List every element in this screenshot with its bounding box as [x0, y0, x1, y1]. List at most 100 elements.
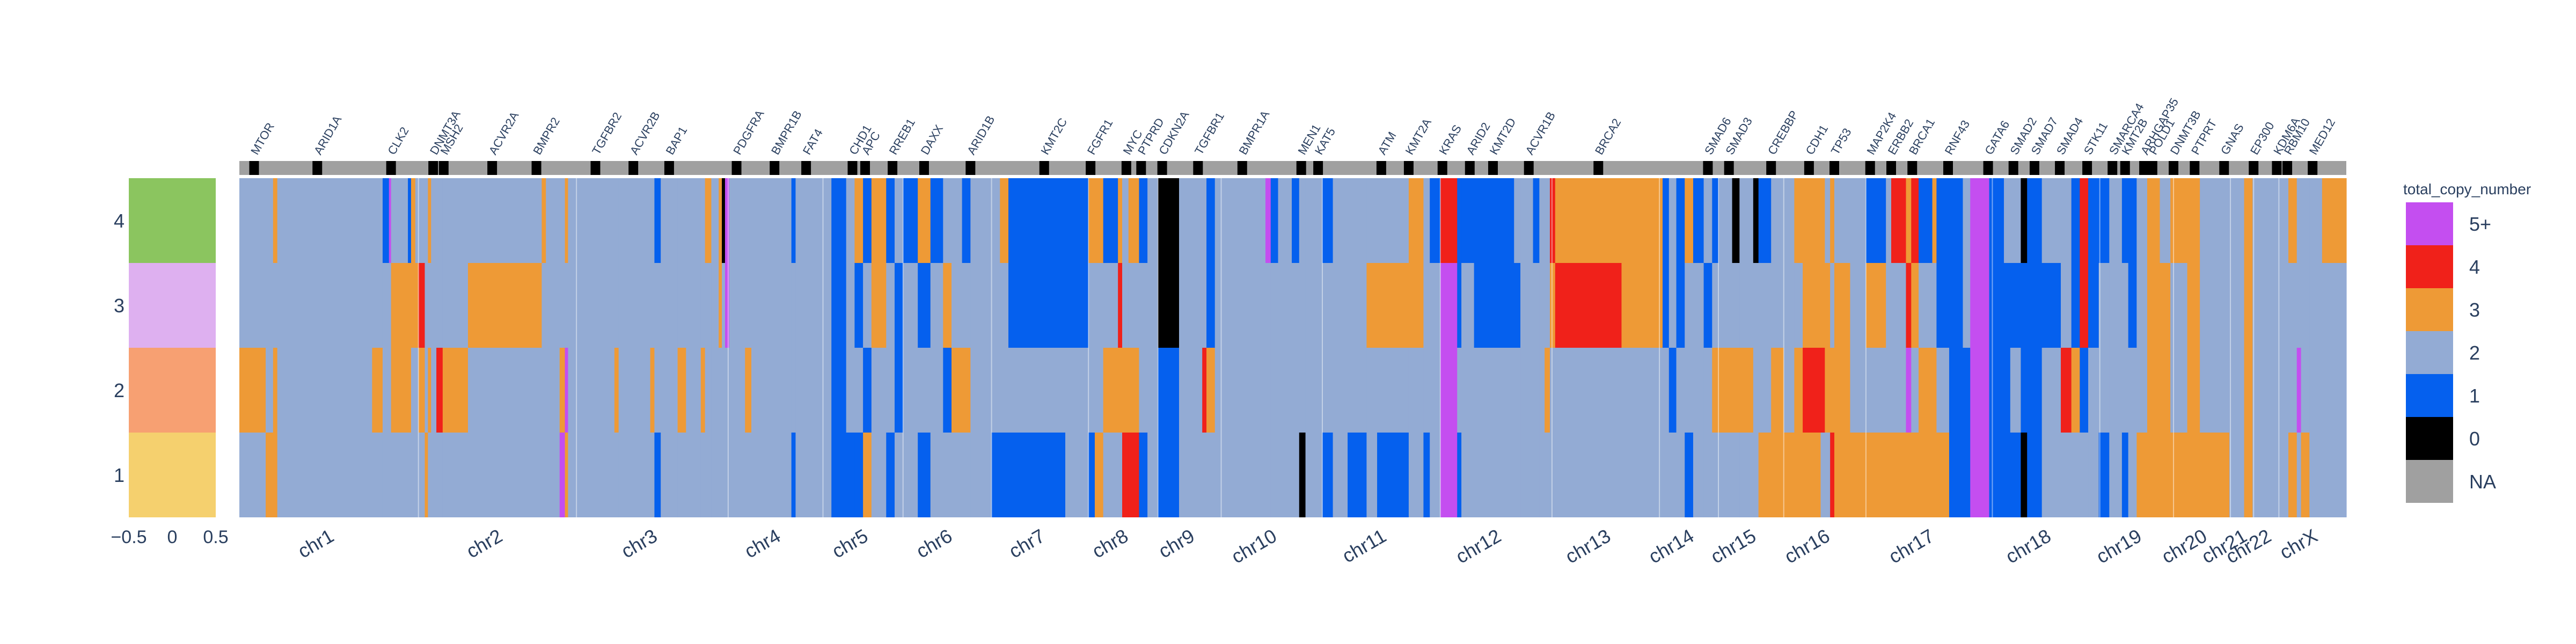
heatmap-cell — [1970, 178, 1990, 263]
heatmap-cell — [1474, 178, 1498, 263]
gene-track-mark — [1703, 161, 1713, 175]
heatmap-cell — [1970, 348, 1990, 433]
gene-label: PDGFRA — [730, 107, 767, 157]
heatmap-cell — [1474, 263, 1498, 348]
heatmap-cell — [1906, 433, 1912, 517]
heatmap-cell — [1850, 263, 1867, 348]
heatmap-cell — [951, 263, 963, 348]
heatmap-cell — [1139, 433, 1148, 517]
heatmap-cell — [1911, 433, 1919, 517]
sample-label: 3 — [114, 295, 125, 317]
heatmap-cell — [2160, 348, 2171, 433]
heatmap-cell — [408, 433, 412, 517]
heatmap-cell — [886, 263, 895, 348]
heatmap-cell — [2121, 263, 2129, 348]
heatmap-cell — [962, 263, 971, 348]
heatmap-cell — [2170, 433, 2188, 517]
gene-track-mark — [731, 161, 742, 175]
heatmap-cell — [2136, 348, 2148, 433]
heatmap-cell — [724, 433, 730, 517]
heatmap-cell — [854, 178, 863, 263]
heatmap-cell — [2128, 263, 2137, 348]
heatmap-cell — [541, 178, 546, 263]
heatmap-cell — [2061, 348, 2072, 433]
chromosome-label: chr2 — [463, 524, 506, 562]
heatmap-cell — [1820, 178, 1825, 263]
heatmap-cell — [1147, 348, 1159, 433]
heatmap-cell — [614, 263, 619, 348]
heatmap-cell — [2027, 263, 2043, 348]
gene-track-mark — [1437, 161, 1447, 175]
heatmap-cell — [1936, 263, 1950, 348]
heatmap-cell — [1703, 348, 1713, 433]
chromosome-label: chr6 — [912, 524, 956, 562]
heatmap-cell — [1366, 263, 1378, 348]
heatmap-cell — [1221, 178, 1266, 263]
heatmap-cell — [576, 263, 615, 348]
heatmap-cell — [1533, 433, 1540, 517]
heatmap-cell — [700, 433, 706, 517]
heatmap-cell — [1545, 348, 1550, 433]
heatmap-cell — [1850, 348, 1867, 433]
heatmap-cell — [2160, 178, 2171, 263]
gene-track-mark — [249, 161, 259, 175]
gene-track-mark — [1865, 161, 1875, 175]
heatmap-cell — [1305, 348, 1323, 433]
heatmap-cell — [1377, 348, 1409, 433]
gene-label: ACVR1B — [1523, 109, 1558, 157]
gene-track-mark — [2272, 161, 2282, 175]
heatmap-cell — [1103, 178, 1118, 263]
heatmap-cell — [2136, 178, 2148, 263]
heatmap-cell — [541, 433, 546, 517]
gene-label: RREB1 — [887, 116, 918, 157]
heatmap-cell — [541, 348, 546, 433]
heatmap-cell — [1783, 433, 1795, 517]
heatmap-cell — [1214, 348, 1222, 433]
chromosome-labels: chr1 chr2 chr3 chr4 chr5 chr6 chr7 chr8 chr9 chr1… — [294, 524, 2321, 568]
heatmap-cell — [1457, 263, 1462, 348]
heatmap-cell — [411, 348, 416, 433]
heatmap-cell — [705, 178, 712, 263]
heatmap-cell — [1891, 178, 1907, 263]
heatmap-cell — [1408, 348, 1424, 433]
gene-track-mark — [1804, 161, 1814, 175]
heatmap-cell — [1803, 263, 1821, 348]
heatmap-cell — [2027, 348, 2043, 433]
heatmap-cell — [886, 348, 895, 433]
gene-label: MTOR — [248, 120, 277, 157]
heatmap-cell — [722, 263, 726, 348]
heatmap-cell — [1128, 263, 1140, 348]
gene-track-mark — [1766, 161, 1776, 175]
heatmap-cell — [791, 348, 796, 433]
heatmap-cell — [2259, 433, 2274, 517]
heatmap-cell — [2041, 178, 2061, 263]
heatmap-cell — [991, 178, 1000, 263]
heatmap-cell — [1265, 348, 1271, 433]
heatmap-cell — [846, 263, 855, 348]
heatmap-cell — [411, 178, 416, 263]
heatmap-cell — [894, 433, 904, 517]
heatmap-cell — [2109, 433, 2123, 517]
heatmap-cell — [1366, 348, 1378, 433]
heatmap-cell — [1621, 348, 1663, 433]
heatmap-cell — [677, 348, 686, 433]
heatmap-cell — [1514, 433, 1521, 517]
heatmap-cell — [568, 178, 577, 263]
gene-track-mark — [2282, 161, 2293, 175]
heatmap-cell — [2273, 433, 2289, 517]
heatmap-cell — [1202, 433, 1207, 517]
heatmap-cell — [1497, 348, 1514, 433]
heatmap-cell — [1834, 348, 1851, 433]
gene-track-mark — [1376, 161, 1386, 175]
heatmap-cell — [428, 348, 431, 433]
legend-label: 5+ — [2469, 213, 2491, 235]
heatmap-cell — [2301, 178, 2310, 263]
heatmap-cell — [903, 348, 918, 433]
heatmap-cell — [1292, 263, 1300, 348]
heatmap-cell — [719, 178, 722, 263]
heatmap-cell — [823, 263, 832, 348]
heatmap-cell — [1103, 348, 1118, 433]
heatmap-cell — [411, 263, 416, 348]
gene-track-mark — [2308, 161, 2318, 175]
heatmap-cell — [2041, 433, 2061, 517]
